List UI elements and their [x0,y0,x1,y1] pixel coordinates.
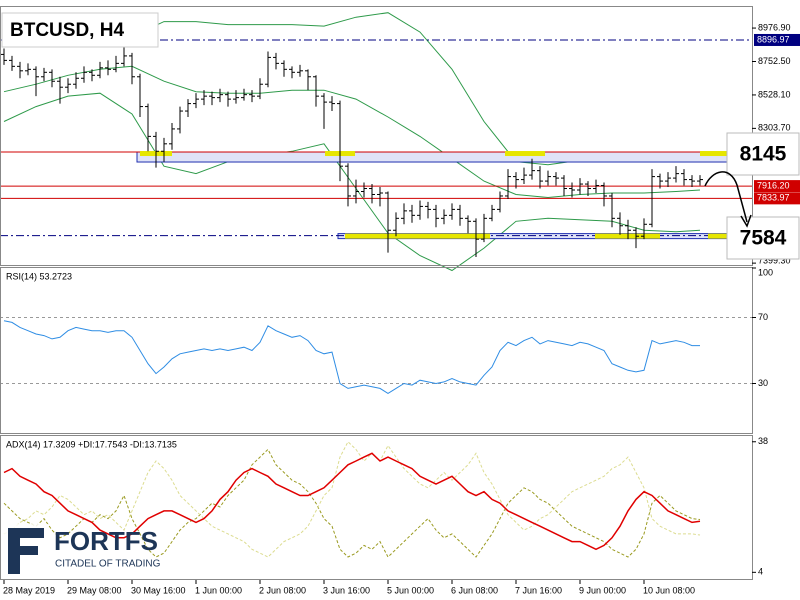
indicator-line [3,452,701,551]
level-highlight [380,233,490,239]
y-tick-label: 30 [758,378,768,388]
adx-title: ADX(14) 17.3209 +DI:17.7543 -DI:13.7135 [6,439,177,449]
level-highlight [700,151,727,157]
y-tick-label: 8528.10 [758,89,791,99]
x-tick-label: 9 Jun 00:00 [579,585,626,595]
rsi-panel-frame [0,267,753,434]
logo-icon [8,528,44,574]
price-tag [754,180,800,193]
x-tick-label: 30 May 16:00 [131,585,186,595]
level-highlight [708,233,727,239]
x-tick-label: 3 Jun 16:00 [323,585,370,595]
title-box [1,12,159,48]
level-label: 8145 [740,143,787,166]
indicator-line [3,440,701,558]
level-label: 7584 [740,227,787,250]
price-tag-label: 7916.20 [757,180,790,190]
arrow-head [740,214,752,228]
price-tag-label: 7833.97 [757,193,790,203]
y-tick-label: 8976.90 [758,22,791,32]
chart-title: BTCUSD, H4 [10,20,124,41]
price-tag-label: 8896.97 [757,34,790,44]
y-tick-label: 38 [758,436,768,446]
y-tick-label: 70 [758,312,768,322]
indicator-line [3,448,701,558]
level-zone [136,151,728,163]
x-tick-label: 28 May 2019 [3,585,55,595]
x-tick-label: 7 Jun 16:00 [515,585,562,595]
rsi-title: RSI(14) 53.2723 [6,271,72,281]
level-label-box [726,216,800,260]
indicator-line [3,320,700,394]
level-highlight [505,151,545,157]
x-tick-label: 29 May 08:00 [67,585,122,595]
y-tick-label: 4 [758,567,763,577]
x-tick-label: 2 Jun 08:00 [259,585,306,595]
level-label-box [726,132,800,176]
x-tick-label: 5 Jun 00:00 [387,585,434,595]
x-tick-label: 1 Jun 00:00 [195,585,242,595]
level-highlight [345,233,385,239]
logo-name: FORTFS [54,526,158,556]
forecast-arrow [704,171,748,223]
adx-panel-frame [0,435,753,580]
overlay: 8976.90 8752.50 8528.10 8303.70 7399.30 8145 7… [3,22,800,595]
y-tick-label: 100 [758,267,773,277]
logo: FORTFS CITADEL OF TRADING [4,524,161,578]
price-tag [754,33,800,46]
y-tick-label: 8303.70 [758,123,791,133]
bollinger-middle [3,65,701,199]
y-tick-label: 7399.30 [758,255,791,265]
y-tick-label: 8752.50 [758,56,791,66]
x-tick-label: 10 Jun 08:00 [643,585,695,595]
logo-tagline: CITADEL OF TRADING [55,559,161,570]
price-tag [754,192,800,205]
x-tick-label: 6 Jun 08:00 [451,585,498,595]
plot-area [0,12,752,558]
